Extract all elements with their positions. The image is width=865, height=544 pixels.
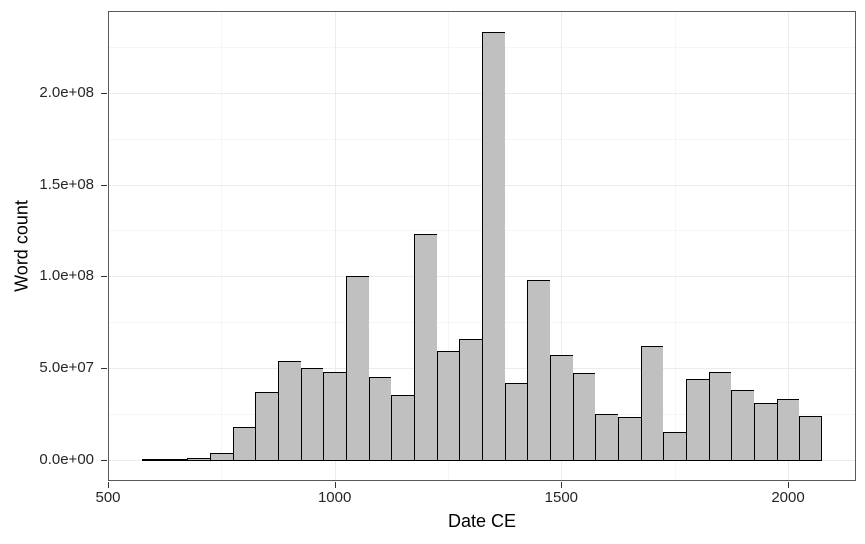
histogram-bar (504, 382, 528, 461)
histogram-bar (414, 234, 437, 461)
y-tick (101, 367, 107, 369)
x-tick-label: 2000 (771, 489, 805, 506)
gridline-minor-x (221, 11, 223, 481)
y-tick-label: 1.0e+08 (39, 267, 94, 285)
y-axis-title: Word count (11, 200, 32, 292)
histogram-bar (482, 32, 505, 461)
x-tick (334, 482, 336, 488)
histogram-bar (731, 389, 754, 461)
histogram-bar (776, 399, 800, 461)
gridline-major-x (561, 11, 563, 481)
histogram-bar (232, 426, 256, 461)
histogram-bar (142, 459, 165, 462)
y-tick-label: 2.0e+08 (39, 83, 94, 101)
gridline-major-x (108, 11, 109, 481)
histogram-bar (323, 371, 346, 461)
histogram-bar (300, 367, 324, 461)
x-tick (108, 482, 109, 488)
x-tick (788, 482, 789, 488)
histogram-bar (527, 279, 550, 461)
y-tick-label: 5.0e+07 (39, 358, 94, 376)
x-tick (561, 482, 563, 488)
histogram-bar (278, 360, 301, 461)
histogram-bar (459, 338, 482, 461)
histogram-bar (799, 415, 822, 461)
x-tick-label: 1000 (317, 489, 352, 506)
gridline-major-x (334, 11, 336, 481)
histogram-bar (255, 391, 278, 461)
y-tick (101, 92, 107, 94)
histogram-bar (164, 459, 188, 462)
histogram-bar (572, 373, 596, 461)
x-tick-label: 1500 (544, 489, 579, 506)
histogram-bar (595, 413, 618, 461)
x-axis-title: Date CE (447, 511, 517, 531)
gridline-minor-x (448, 11, 449, 481)
y-tick (101, 276, 107, 278)
histogram-bar (708, 371, 732, 461)
x-tick-label: 500 (95, 489, 121, 506)
histogram-bar (754, 402, 777, 461)
y-tick-label: 0.0e+00 (39, 450, 94, 468)
histogram-bar (663, 432, 686, 461)
histogram-bar (187, 457, 210, 461)
histogram-bar (210, 453, 233, 461)
histogram-bar (640, 345, 664, 461)
y-tick (101, 459, 107, 461)
histogram-bar (550, 355, 573, 461)
histogram-bar (391, 395, 414, 461)
gridline-major-x (788, 11, 789, 481)
histogram-bar (368, 377, 392, 461)
gridline-minor-x (674, 11, 676, 481)
histogram-bar (686, 378, 709, 461)
y-tick-label: 1.5e+08 (39, 175, 94, 193)
histogram-bar (346, 276, 369, 461)
y-tick (101, 184, 107, 186)
histogram-bar (618, 417, 641, 461)
histogram-bar (436, 351, 460, 461)
